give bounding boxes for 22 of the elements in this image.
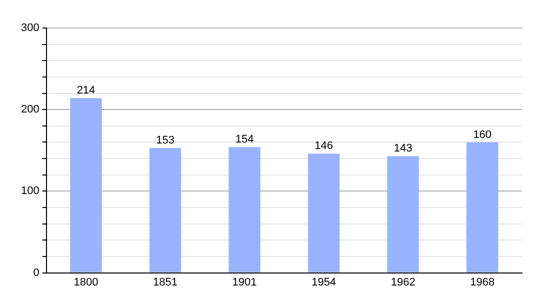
y-tick-label: 100 [20,185,40,198]
bar [228,147,260,272]
y-tick-label: 0 [33,266,40,279]
bar [70,98,102,272]
data-label: 146 [314,140,333,152]
bar [466,142,498,272]
x-tick-label: 1954 [312,276,336,288]
x-tick-label: 1800 [74,276,98,288]
y-tick-label: 300 [20,22,40,34]
data-label: 214 [76,84,96,97]
data-label: 160 [473,128,492,141]
bar [387,156,419,272]
y-tick-label: 200 [20,104,40,116]
bar [149,148,182,272]
x-tick-label: 1968 [470,276,495,288]
x-tick-label: 1962 [390,276,416,288]
bar [308,154,340,272]
data-label: 143 [394,142,412,155]
data-label: 153 [156,134,174,146]
x-tick-label: 1901 [232,276,257,288]
x-tick-label: 1851 [153,276,178,288]
data-label: 154 [235,134,254,146]
